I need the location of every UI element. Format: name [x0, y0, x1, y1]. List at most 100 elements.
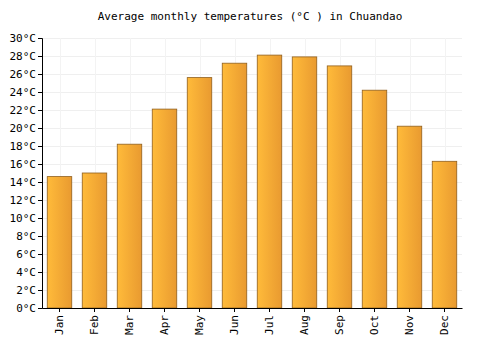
tick-label: Feb [88, 315, 101, 335]
bars [47, 55, 457, 308]
bar [432, 161, 457, 308]
bar [152, 109, 177, 308]
tick-mark [38, 308, 42, 309]
tick-mark [38, 146, 42, 147]
tick: Jul [263, 308, 276, 335]
grid-line [42, 38, 462, 39]
tick: 10°C [10, 212, 43, 225]
tick-mark [38, 182, 42, 183]
tick-label: 12°C [10, 194, 37, 207]
tick-label: 0°C [16, 302, 36, 315]
tick-label: Mar [123, 315, 136, 335]
tick-mark [38, 290, 42, 291]
x-axis: Jan Feb Mar Apr May Jun Jul Aug Sep Oct Nov Dec [43, 308, 463, 335]
tick-label: 2°C [16, 284, 36, 297]
tick: Mar [123, 308, 136, 335]
tick: Oct [368, 308, 381, 335]
tick-mark [199, 308, 200, 312]
tick-mark [164, 308, 165, 312]
tick-label: Oct [368, 315, 381, 335]
bar [187, 78, 212, 308]
tick: 2°C [16, 284, 42, 297]
tick-label: 26°C [10, 68, 37, 81]
tick-label: 22°C [10, 104, 37, 117]
tick-label: Aug [298, 315, 311, 335]
tick-label: 18°C [10, 140, 37, 153]
tick: 28°C [10, 50, 43, 63]
bar [82, 173, 107, 308]
tick: 12°C [10, 194, 43, 207]
axis-line [38, 39, 43, 309]
tick-mark [38, 272, 42, 273]
tick-label: Jul [263, 315, 276, 335]
tick: 0°C [16, 302, 42, 315]
tick: May [193, 308, 206, 335]
tick: 24°C [10, 86, 43, 99]
tick-label: 28°C [10, 50, 37, 63]
grid-line [42, 110, 462, 111]
tick-mark [38, 218, 42, 219]
tick: 18°C [10, 140, 43, 153]
tick: 20°C [10, 122, 43, 135]
tick-label: Nov [403, 315, 416, 335]
tick-label: 6°C [16, 248, 36, 261]
grid [42, 38, 462, 309]
tick-label: Apr [158, 315, 171, 335]
tick-label: May [193, 315, 206, 335]
bar [327, 66, 352, 308]
grid-line [42, 56, 462, 57]
tick: Jun [228, 308, 241, 335]
bar [117, 144, 142, 308]
tick-mark [129, 308, 130, 312]
tick: 22°C [10, 104, 43, 117]
tick-mark [38, 56, 42, 57]
tick: Nov [403, 308, 416, 335]
axis-line [43, 308, 463, 309]
tick-mark [59, 308, 60, 312]
tick: 16°C [10, 158, 43, 171]
tick-label: Dec [438, 315, 451, 335]
tick-mark [234, 308, 235, 312]
tick-mark [38, 128, 42, 129]
tick-mark [38, 92, 42, 93]
tick: 26°C [10, 68, 43, 81]
tick-mark [38, 38, 42, 39]
tick-label: 10°C [10, 212, 37, 225]
tick-label: Jan [53, 315, 66, 335]
plot: 0°C2°C4°C6°C8°C10°C12°C14°C16°C18°C20°C2… [10, 32, 463, 335]
tick: Feb [88, 308, 101, 335]
title: Average monthly temperatures (°C ) in Ch… [98, 10, 403, 23]
tick-mark [374, 308, 375, 312]
tick-label: 8°C [16, 230, 36, 243]
grid-line [42, 308, 462, 309]
tick-mark [38, 236, 42, 237]
tick: 30°C [10, 32, 43, 45]
grid-line [42, 92, 462, 93]
tick: Sep [333, 308, 346, 335]
tick-mark [38, 200, 42, 201]
tick-mark [94, 308, 95, 312]
tick-label: 16°C [10, 158, 37, 171]
tick-label: Jun [228, 315, 241, 335]
tick: 14°C [10, 176, 43, 189]
tick-mark [38, 254, 42, 255]
tick-label: 24°C [10, 86, 37, 99]
tick-label: Sep [333, 315, 346, 335]
tick: Jan [53, 308, 66, 335]
bar [362, 90, 387, 308]
tick-mark [269, 308, 270, 312]
tick: 8°C [16, 230, 42, 243]
tick-label: 14°C [10, 176, 37, 189]
tick-label: 30°C [10, 32, 37, 45]
tick-mark [444, 308, 445, 312]
tick-mark [38, 74, 42, 75]
bar [222, 63, 247, 308]
bar [47, 177, 72, 308]
tick: Dec [438, 308, 451, 335]
tick-mark [304, 308, 305, 312]
tick-label: 20°C [10, 122, 37, 135]
bar [257, 55, 282, 308]
y-axis: 0°C2°C4°C6°C8°C10°C12°C14°C16°C18°C20°C2… [10, 32, 43, 315]
tick: 6°C [16, 248, 42, 261]
bar [292, 57, 317, 308]
